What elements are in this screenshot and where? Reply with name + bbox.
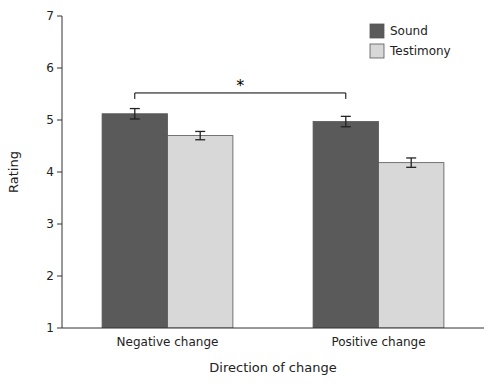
- legend-label: Sound: [390, 24, 428, 38]
- legend-swatch: [370, 24, 384, 38]
- error-bar: [341, 116, 351, 126]
- error-bar: [406, 158, 416, 167]
- bars: [102, 109, 444, 328]
- y-axis-label: Rating: [6, 151, 21, 193]
- x-tick-label: Negative change: [117, 335, 219, 349]
- legend-swatch: [370, 44, 384, 58]
- error-line: [200, 131, 201, 139]
- legend: Sound Testimony: [370, 24, 451, 59]
- y-tick-label: 3: [46, 217, 54, 231]
- x-tick-label: Positive change: [331, 335, 425, 349]
- bar: [102, 114, 167, 328]
- error-line: [345, 116, 346, 126]
- y-tick: [57, 16, 62, 17]
- y-tick-label: 5: [46, 113, 54, 127]
- error-bar: [195, 131, 205, 139]
- x-axis-label: Direction of change: [209, 360, 336, 375]
- error-cap: [406, 157, 416, 158]
- chart: 1 2 3 4 5 6 7 Negative change Positive change Rat…: [0, 0, 500, 386]
- y-tick-label: 4: [46, 165, 54, 179]
- error-line: [134, 109, 135, 119]
- bar: [168, 136, 233, 328]
- significance-star: *: [236, 76, 244, 95]
- y-tick: [57, 68, 62, 69]
- x-axis: [62, 328, 484, 329]
- y-tick: [57, 120, 62, 121]
- y-tick-label: 2: [46, 269, 54, 283]
- y-tick-label: 7: [46, 9, 54, 23]
- error-cap: [130, 118, 140, 119]
- error-line: [411, 158, 412, 167]
- y-tick: [57, 328, 62, 329]
- legend-label: Testimony: [389, 44, 451, 58]
- bar: [379, 163, 444, 328]
- y-tick-label: 6: [46, 61, 54, 75]
- error-cap: [341, 116, 351, 117]
- error-cap: [195, 139, 205, 140]
- y-tick: [57, 224, 62, 225]
- error-cap: [341, 126, 351, 127]
- error-cap: [406, 167, 416, 168]
- error-cap: [195, 131, 205, 132]
- bar: [313, 122, 378, 328]
- error-cap: [130, 108, 140, 109]
- y-tick: [57, 276, 62, 277]
- y-tick: [57, 172, 62, 173]
- error-bar: [130, 109, 140, 119]
- y-tick-label: 1: [46, 321, 54, 335]
